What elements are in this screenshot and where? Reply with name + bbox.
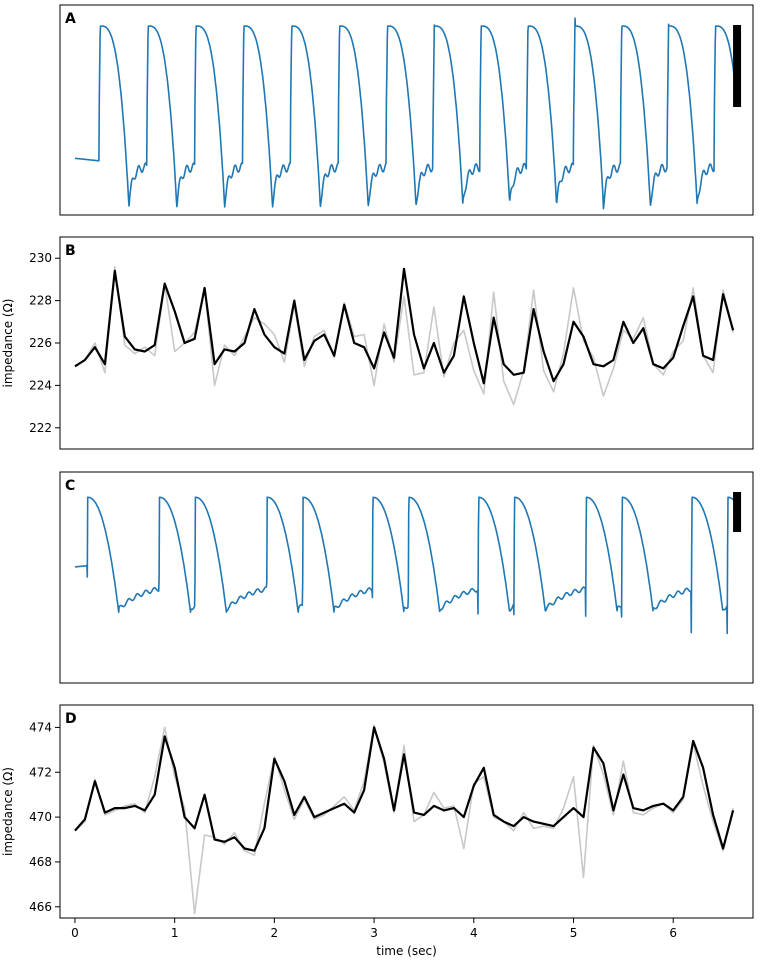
x-tick-label: 5 bbox=[570, 926, 578, 940]
panel-b-ytick-label: 226 bbox=[29, 336, 52, 350]
x-tick-label: 2 bbox=[271, 926, 279, 940]
x-tick-label: 0 bbox=[71, 926, 79, 940]
panel-a-plot-area bbox=[74, 17, 736, 210]
panel-b-ylabel: impedance (Ω) bbox=[1, 299, 15, 388]
panel-d-label: D bbox=[65, 711, 77, 727]
panel-d: D 466 468 470 472 474 impedance (Ω) bbox=[1, 704, 754, 919]
panel-c: C bbox=[59, 471, 754, 684]
panel-b-ytick-label: 230 bbox=[29, 251, 52, 265]
panel-c-plot-area bbox=[74, 496, 736, 635]
x-tick-label: 4 bbox=[470, 926, 478, 940]
panel-a-scale-bar bbox=[733, 25, 742, 107]
x-tick-label: 3 bbox=[370, 926, 378, 940]
panel-a-label: A bbox=[65, 11, 76, 27]
panel-c-scale-bar bbox=[733, 492, 742, 532]
panel-a: A bbox=[59, 4, 754, 216]
panel-c-series-blue-line bbox=[74, 496, 736, 635]
panel-d-ylabel: impedance (Ω) bbox=[1, 767, 15, 856]
panel-d-plot-area bbox=[74, 724, 735, 915]
panel-a-frame bbox=[59, 4, 754, 216]
panel-b: B 222 224 226 228 230 impedance (Ω) bbox=[1, 236, 754, 450]
x-tick-label: 1 bbox=[171, 926, 179, 940]
panel-b-plot-area bbox=[74, 265, 735, 406]
panel-d-ytick-label: 474 bbox=[29, 720, 52, 734]
panel-d-ytick-label: 466 bbox=[29, 900, 52, 914]
panel-d-series-filtered-line bbox=[74, 726, 735, 852]
panel-b-ytick-label: 224 bbox=[29, 378, 52, 392]
panel-b-label: B bbox=[65, 243, 76, 259]
panel-d-ytick-label: 470 bbox=[29, 810, 52, 824]
panel-d-series-raw-line bbox=[74, 724, 734, 915]
panel-c-frame bbox=[59, 471, 754, 684]
panel-c-label: C bbox=[65, 478, 75, 494]
panel-b-series-filtered-line bbox=[74, 267, 735, 385]
x-axis-label: time (sec) bbox=[376, 944, 437, 958]
panel-d-ytick-label: 468 bbox=[29, 855, 52, 869]
x-tick-label: 6 bbox=[669, 926, 677, 940]
panel-b-ytick-label: 228 bbox=[29, 294, 52, 308]
panel-d-frame bbox=[59, 704, 754, 919]
panel-d-ytick-label: 472 bbox=[29, 765, 52, 779]
panel-b-ytick-label: 222 bbox=[29, 421, 52, 435]
panel-a-series-blue-line bbox=[74, 17, 736, 210]
